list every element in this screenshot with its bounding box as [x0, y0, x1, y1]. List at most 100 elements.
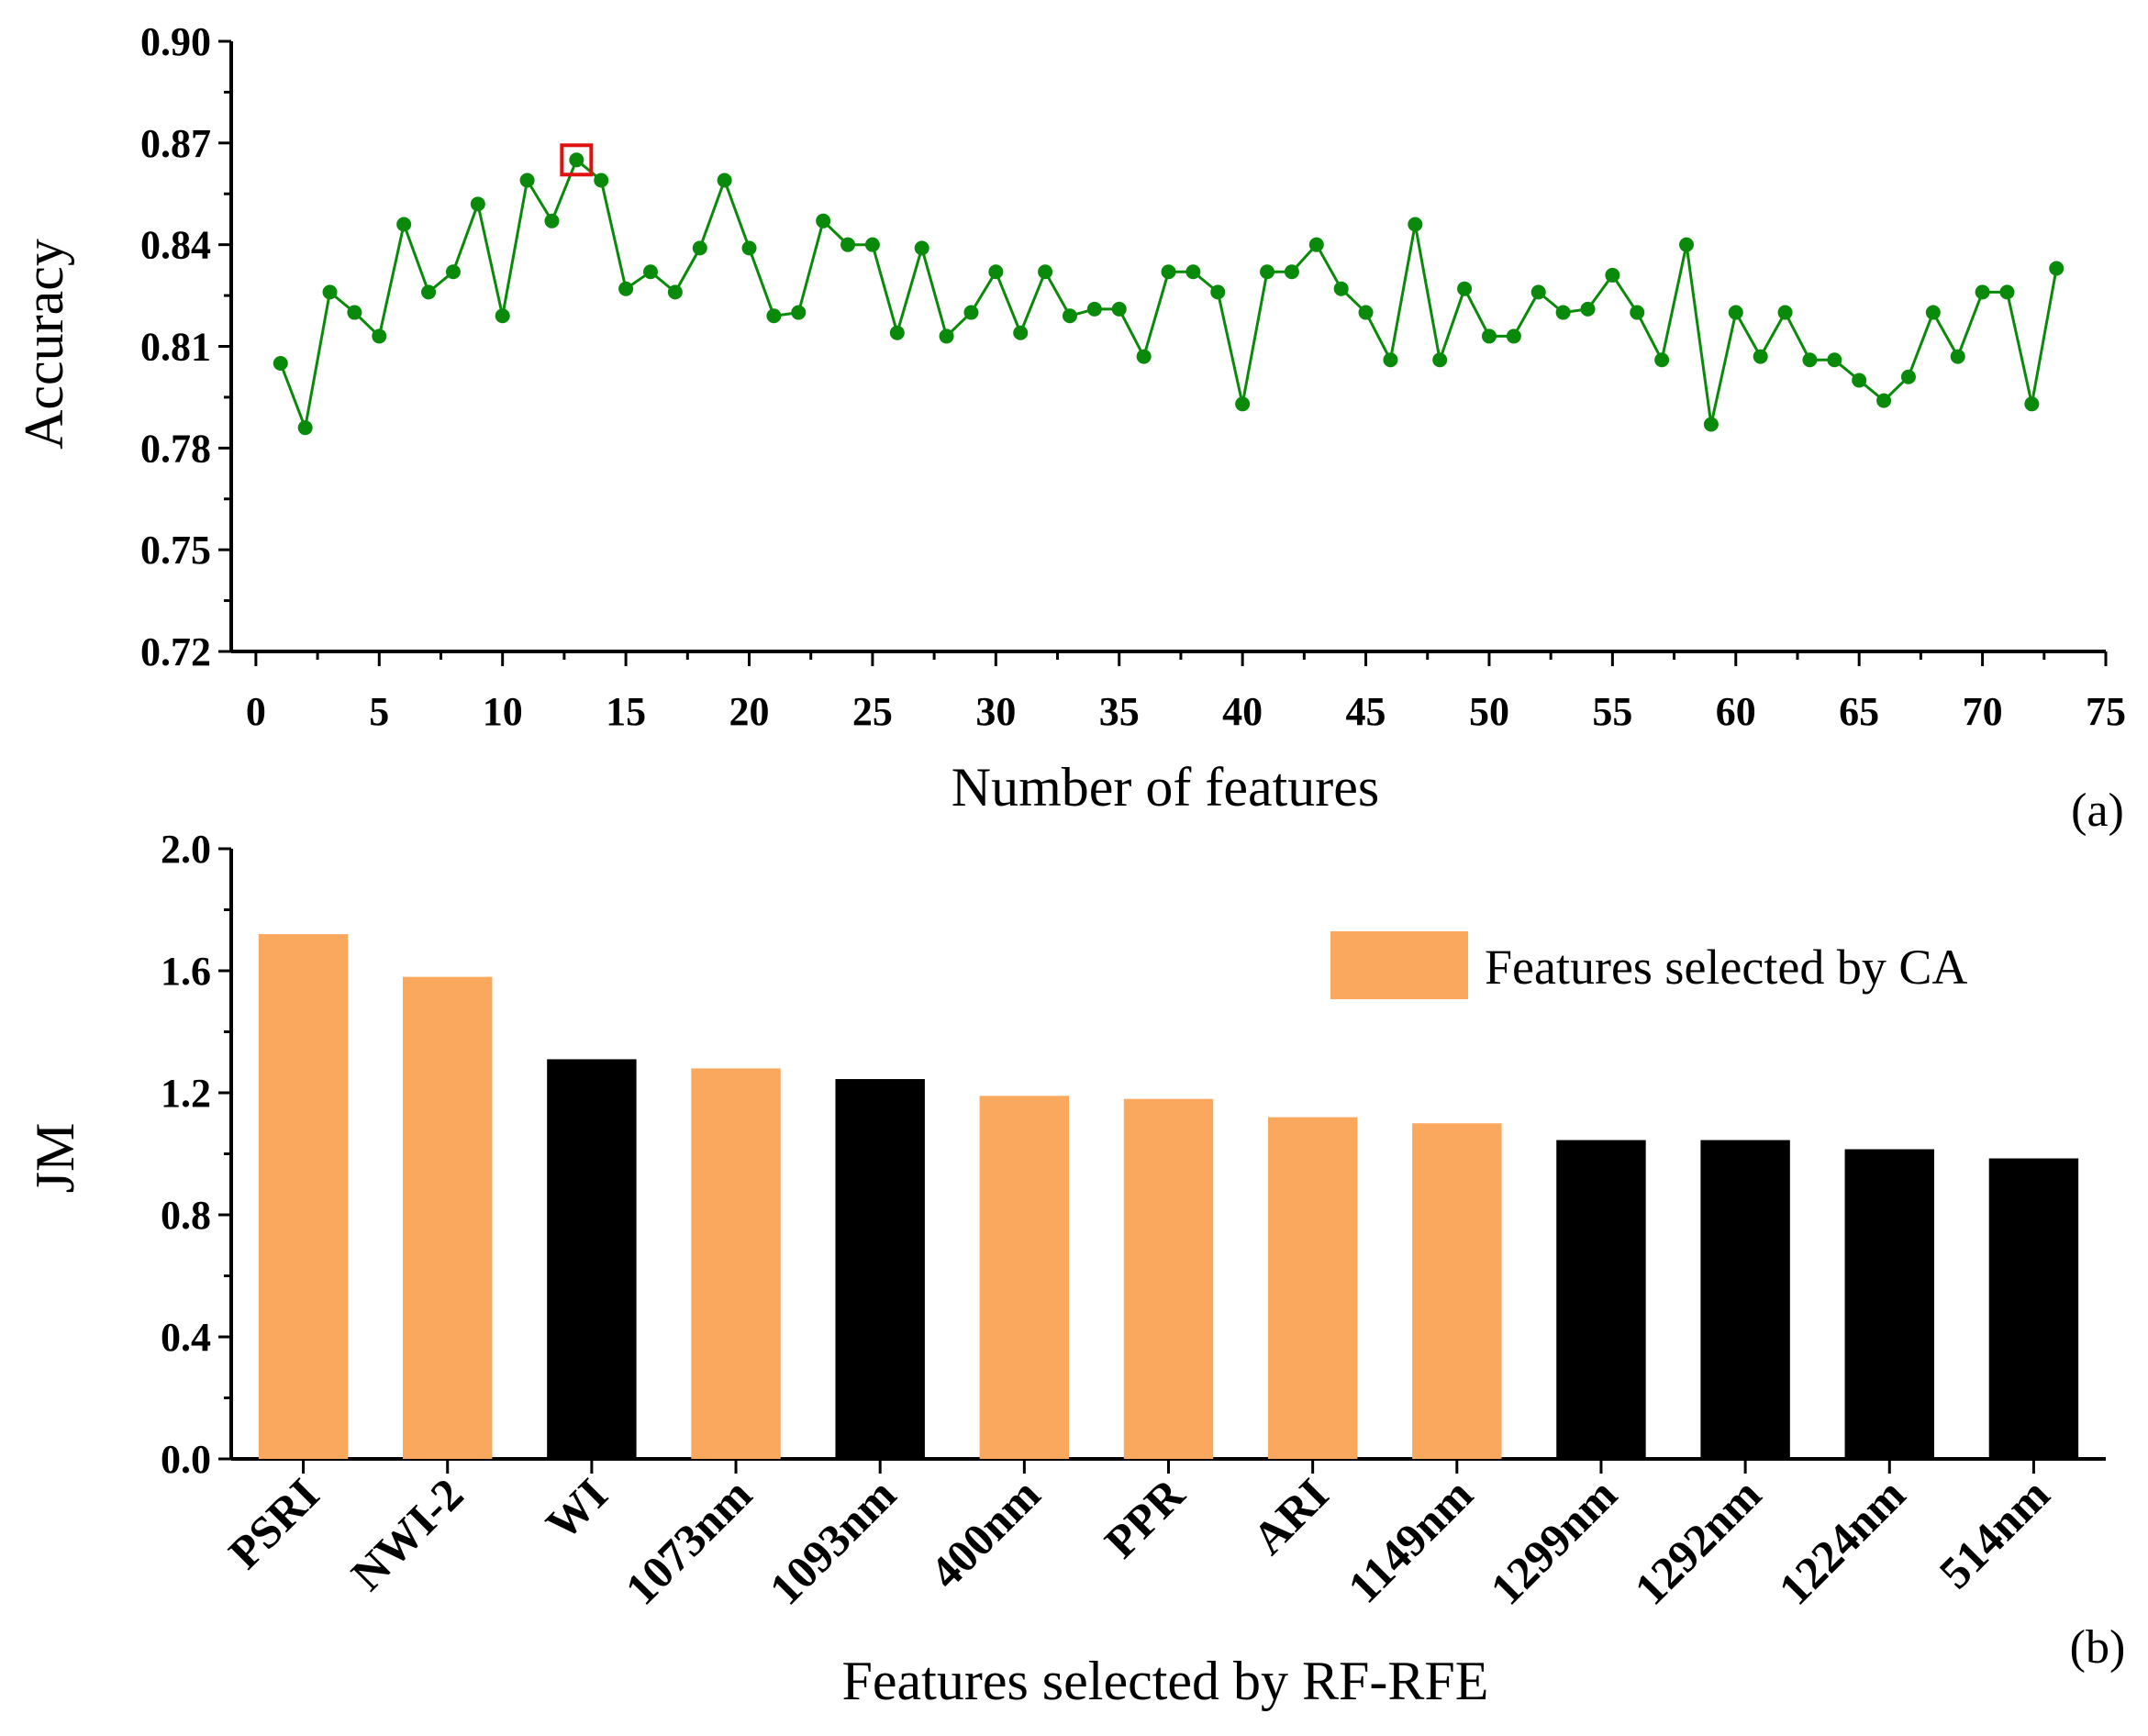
accuracy-y-tick-label: 0.84	[140, 223, 211, 268]
jm-category-label: 1149nm	[1338, 1468, 1482, 1612]
jm-bar-1093nm	[835, 1079, 925, 1459]
jm-bar-chart: 0.0 0.4 0.8 1.2 1.6 2.0 PSRI NWI-2 WI1073nm1093…	[25, 827, 2125, 1711]
accuracy-point-44	[1333, 281, 1349, 296]
accuracy-x-tick-label: 0	[246, 689, 266, 734]
accuracy-point-9	[470, 196, 485, 212]
accuracy-point-59	[1703, 417, 1719, 432]
accuracy-point-70	[1975, 284, 1990, 300]
accuracy-point-8	[445, 264, 461, 280]
legend-swatch-ca	[1330, 931, 1468, 999]
accuracy-point-57	[1654, 352, 1670, 368]
accuracy-data-points	[273, 152, 2065, 436]
accuracy-point-18	[692, 240, 707, 256]
accuracy-y-tick-label: 0.87	[140, 121, 211, 166]
jm-x-axis-title: Features selected by RF-RFE	[842, 1651, 1489, 1711]
accuracy-point-49	[1457, 281, 1473, 296]
accuracy-x-axis-title: Number of features	[952, 757, 1379, 818]
jm-bar-ari	[1267, 1117, 1358, 1459]
accuracy-point-2	[297, 420, 313, 436]
jm-bar-psri	[258, 934, 349, 1459]
accuracy-point-29	[963, 305, 979, 320]
accuracy-x-tick-label: 75	[2086, 689, 2126, 734]
accuracy-point-47	[1408, 217, 1423, 232]
jm-bar-1299nm	[1556, 1140, 1646, 1459]
accuracy-point-66	[1876, 393, 1892, 408]
accuracy-x-tick-label: 60	[1716, 689, 1756, 734]
accuracy-point-30	[988, 264, 1004, 280]
accuracy-point-38	[1185, 264, 1201, 280]
jm-category-label: 1292nm	[1624, 1468, 1770, 1614]
jm-bar-nwi-2	[403, 976, 493, 1459]
accuracy-point-55	[1605, 267, 1620, 283]
accuracy-point-35	[1111, 301, 1127, 317]
accuracy-point-52	[1530, 284, 1546, 300]
accuracy-x-tick-label: 40	[1222, 689, 1263, 734]
accuracy-x-tick-label: 10	[483, 689, 523, 734]
accuracy-point-13	[569, 152, 584, 168]
jm-category-label: 1224nm	[1769, 1468, 1915, 1614]
accuracy-point-12	[544, 213, 560, 228]
accuracy-point-67	[1900, 369, 1916, 384]
accuracy-y-tick-label: 0.81	[140, 325, 211, 370]
accuracy-point-25	[864, 237, 880, 252]
accuracy-point-63	[1802, 352, 1818, 368]
accuracy-point-17	[667, 284, 683, 300]
accuracy-point-7	[421, 284, 437, 300]
accuracy-point-58	[1679, 237, 1695, 252]
jm-category-label: 1093nm	[760, 1468, 906, 1614]
accuracy-point-11	[519, 172, 535, 188]
accuracy-point-73	[2049, 261, 2065, 276]
accuracy-y-tick-label: 0.75	[140, 528, 211, 573]
accuracy-x-tick-label: 30	[975, 689, 1016, 734]
jm-category-label: 400nm	[919, 1468, 1050, 1598]
accuracy-point-15	[618, 281, 634, 296]
accuracy-point-24	[840, 237, 856, 252]
accuracy-axes	[218, 39, 2108, 666]
accuracy-point-3	[322, 284, 338, 300]
jm-bar-514nm	[1988, 1158, 2079, 1459]
accuracy-point-68	[1925, 305, 1941, 320]
accuracy-point-50	[1481, 328, 1497, 344]
accuracy-y-tick-label: 0.90	[140, 19, 211, 64]
accuracy-point-22	[791, 305, 807, 320]
jm-category-label: PSRI	[218, 1468, 328, 1578]
jm-category-label: WI	[536, 1468, 618, 1550]
accuracy-point-5	[372, 328, 387, 344]
jm-bar-400nm	[979, 1096, 1070, 1459]
accuracy-point-64	[1827, 352, 1842, 368]
legend-label-ca: Features selected by CA	[1485, 940, 1967, 995]
accuracy-point-6	[396, 217, 412, 232]
accuracy-point-21	[766, 308, 782, 324]
accuracy-point-43	[1308, 237, 1324, 252]
jm-y-tick-label: 2.0	[161, 827, 211, 872]
accuracy-point-28	[939, 328, 954, 344]
accuracy-point-71	[1999, 284, 2015, 300]
accuracy-point-72	[2024, 396, 2040, 412]
accuracy-point-48	[1432, 352, 1448, 368]
accuracy-point-4	[347, 305, 362, 320]
accuracy-point-40	[1235, 396, 1251, 412]
accuracy-point-20	[741, 240, 757, 256]
accuracy-x-tick-label: 45	[1346, 689, 1386, 734]
accuracy-x-tick-label: 70	[1963, 689, 2003, 734]
accuracy-point-41	[1260, 264, 1275, 280]
accuracy-point-14	[594, 172, 609, 188]
accuracy-point-56	[1630, 305, 1645, 320]
jm-category-label: 514nm	[1929, 1468, 2059, 1598]
accuracy-point-62	[1777, 305, 1793, 320]
jm-bar-ppr	[1123, 1098, 1214, 1459]
accuracy-point-51	[1506, 328, 1521, 344]
accuracy-point-42	[1284, 264, 1299, 280]
accuracy-point-19	[717, 172, 732, 188]
panel-label-a: (a)	[2071, 785, 2124, 837]
jm-bar-1073nm	[691, 1068, 781, 1459]
accuracy-x-tick-label: 65	[1839, 689, 1879, 734]
accuracy-point-33	[1062, 308, 1077, 324]
accuracy-x-tick-label: 50	[1469, 689, 1509, 734]
jm-y-tick-label: 1.2	[161, 1071, 211, 1116]
accuracy-point-37	[1161, 264, 1176, 280]
jm-category-label: 1299nm	[1480, 1468, 1626, 1614]
jm-y-tick-label: 1.6	[161, 949, 211, 994]
accuracy-point-10	[495, 308, 510, 324]
